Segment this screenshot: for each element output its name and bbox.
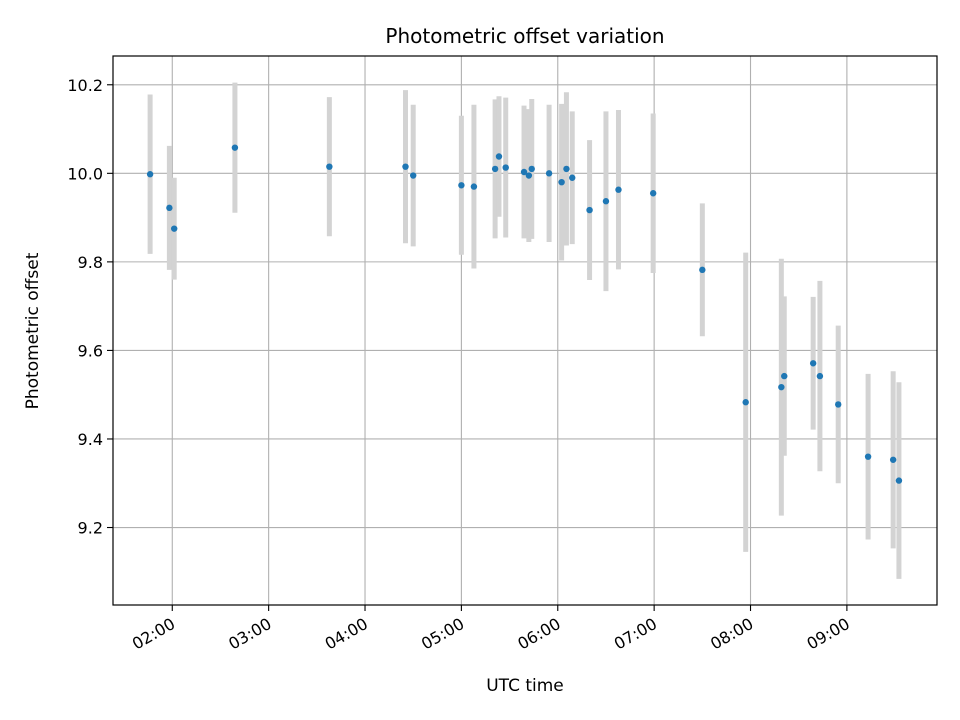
data-point — [231, 144, 239, 151]
data-point — [864, 453, 872, 460]
data-point — [402, 163, 409, 170]
data-point — [410, 172, 417, 179]
y-tick-label: 9.4 — [78, 430, 103, 449]
data-point — [470, 183, 478, 190]
data-point — [491, 165, 499, 173]
data-point — [558, 178, 565, 186]
data-point — [835, 401, 842, 408]
y-axis-title: Photometric offset — [23, 252, 43, 409]
data-point — [615, 186, 622, 193]
data-point — [326, 163, 333, 170]
data-point — [699, 266, 706, 274]
data-point — [889, 456, 897, 463]
data-point — [742, 399, 749, 406]
data-point — [563, 165, 570, 173]
data-point — [816, 372, 824, 380]
data-point — [146, 171, 154, 178]
data-point — [809, 360, 817, 367]
y-tick-label: 10.0 — [67, 164, 103, 183]
data-point — [569, 174, 576, 181]
data-point — [502, 164, 509, 171]
data-point — [495, 153, 503, 160]
plot-frame — [112, 55, 938, 606]
y-tick-label: 9.2 — [78, 519, 103, 538]
data-point — [649, 190, 657, 197]
data-point — [781, 372, 788, 380]
data-point — [520, 168, 528, 176]
data-point — [166, 204, 173, 212]
data-point — [895, 477, 903, 484]
y-tick-label: 10.2 — [67, 76, 103, 95]
y-tick-label: 9.8 — [78, 253, 103, 272]
data-point — [458, 182, 465, 189]
data-point — [778, 383, 785, 391]
data-point — [525, 172, 533, 179]
data-point — [586, 206, 593, 214]
y-tick-label: 9.6 — [78, 341, 103, 360]
chart-title: Photometric offset variation — [385, 24, 664, 48]
data-point — [170, 225, 178, 232]
x-axis-title: UTC time — [486, 676, 564, 696]
data-point — [528, 165, 535, 173]
data-point — [545, 170, 553, 177]
data-points — [146, 144, 903, 484]
data-point — [602, 198, 610, 205]
